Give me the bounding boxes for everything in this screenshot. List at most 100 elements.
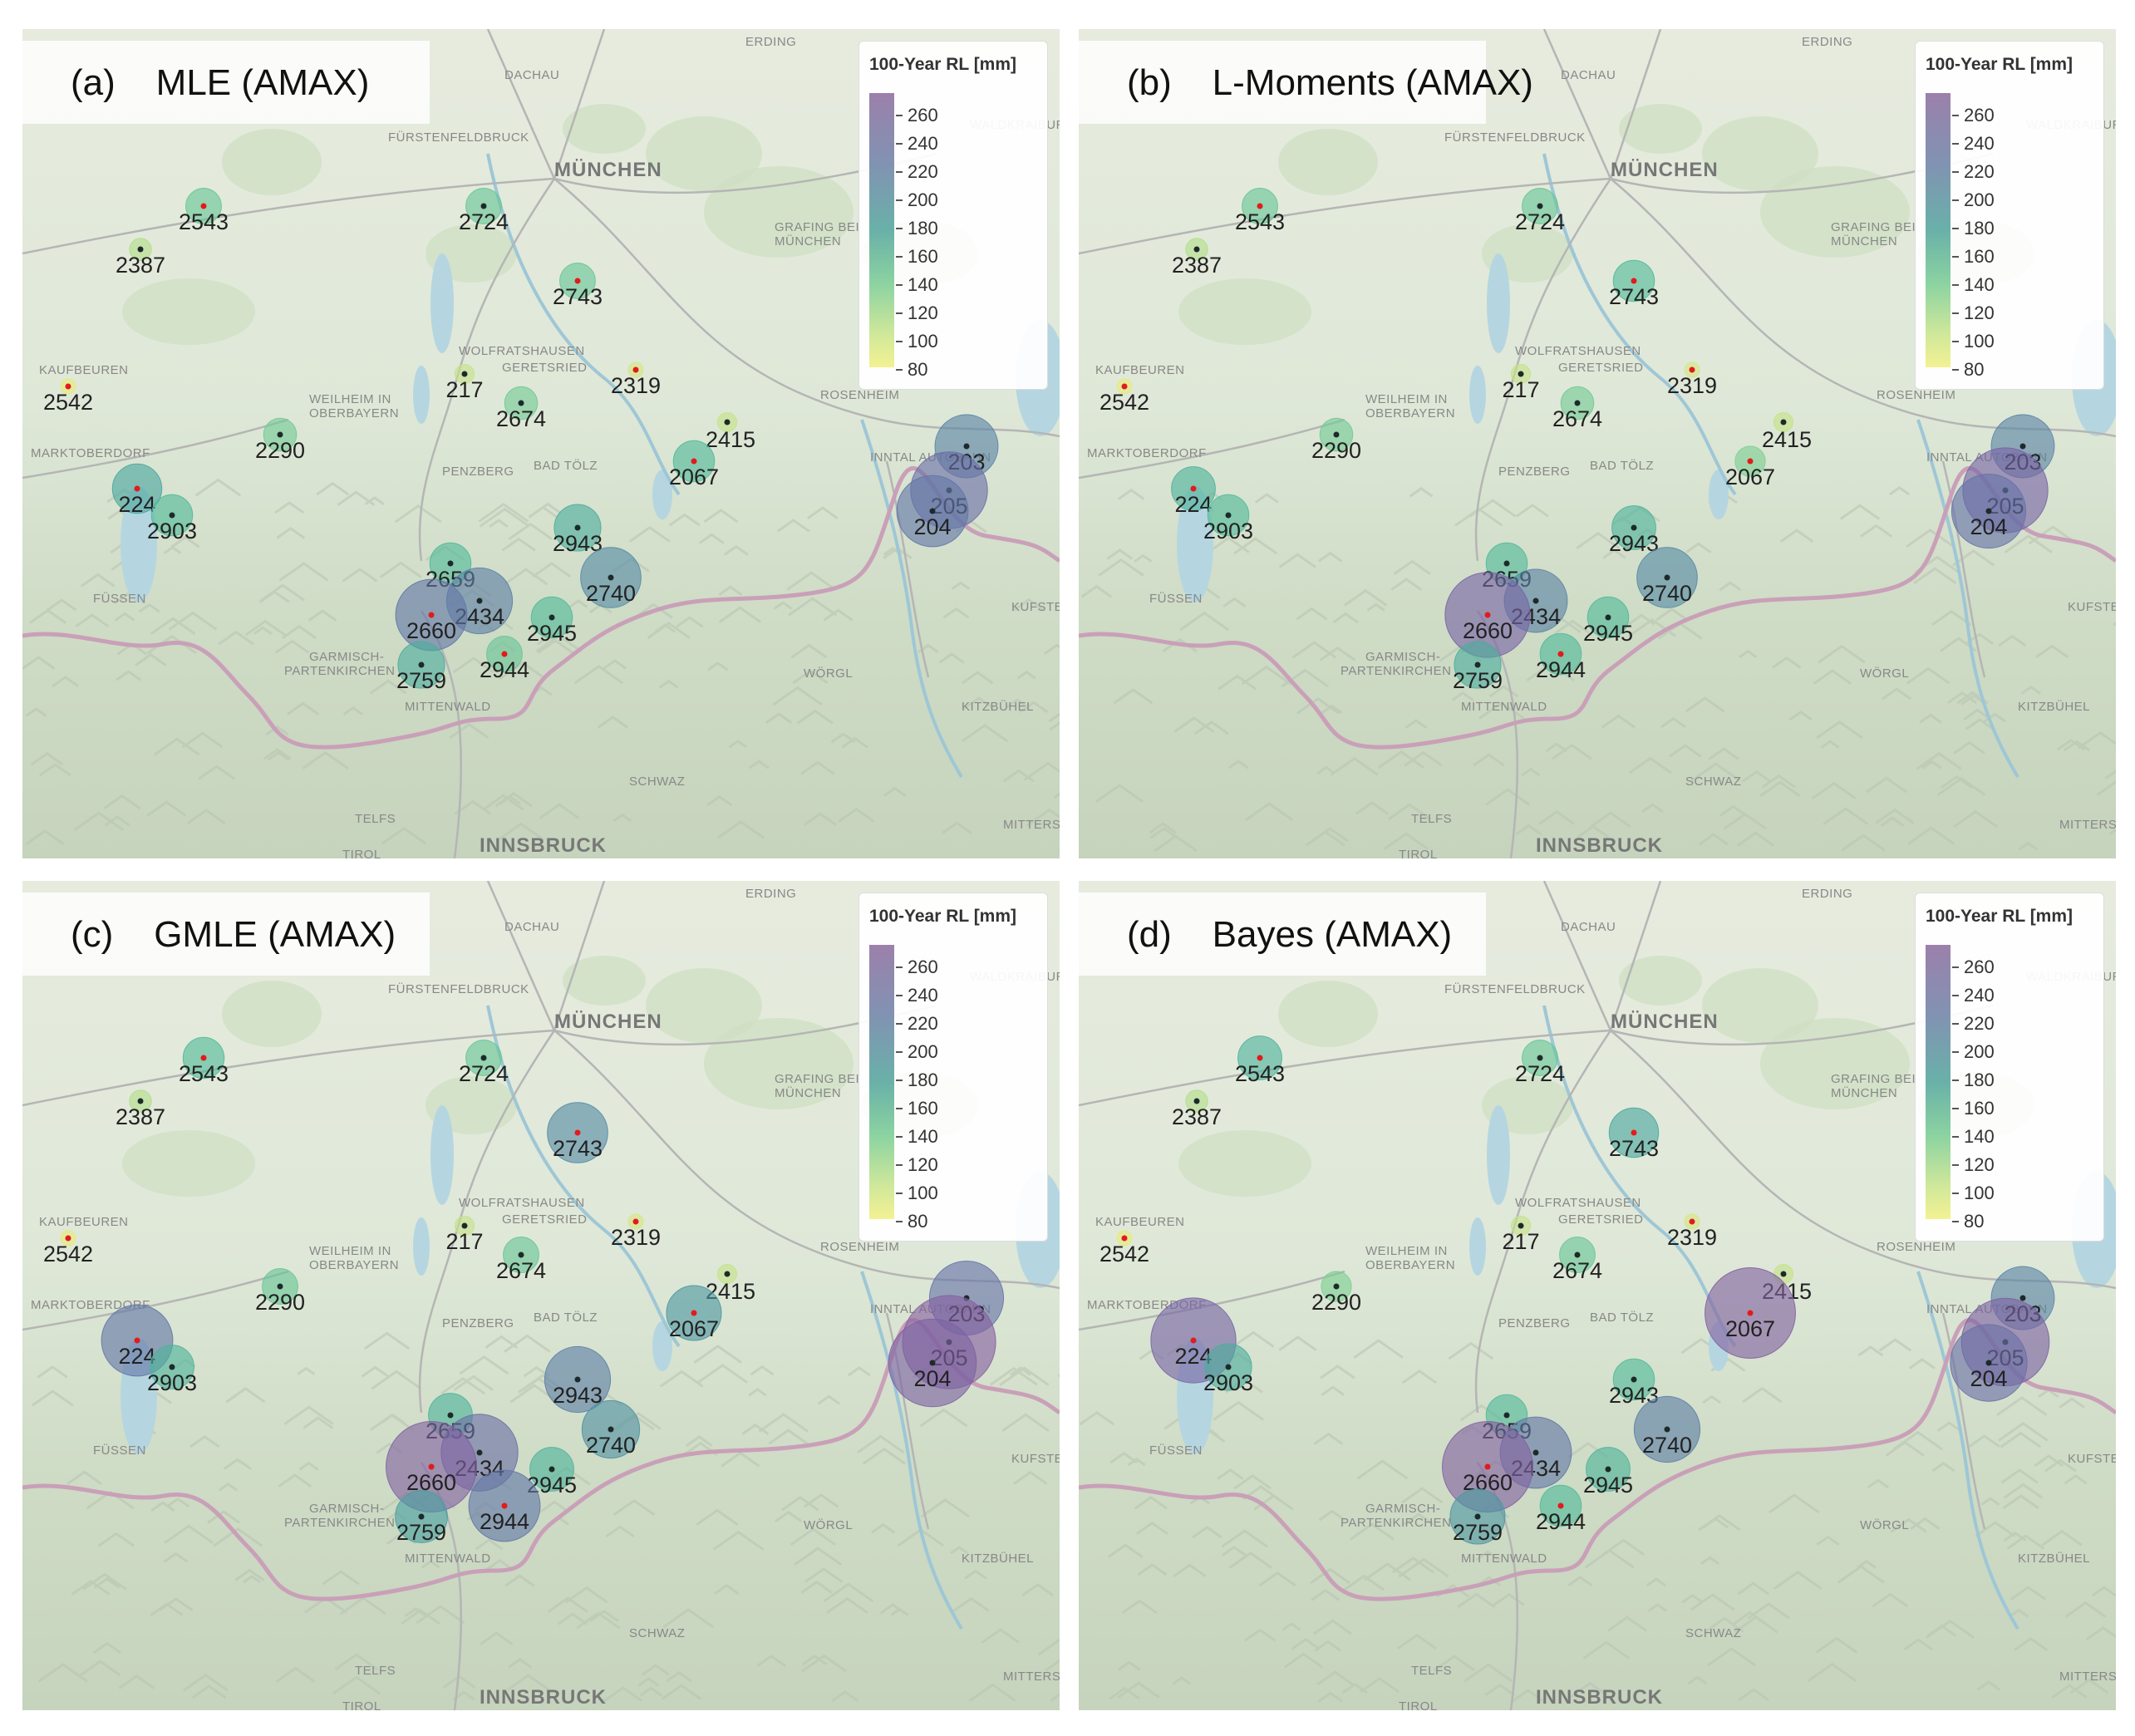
map-panel-a[interactable]: ERDING DACHAU FÜRSTENFELDBRUCK MÜNCHEN GRAFI… (22, 29, 1060, 858)
station-marker-2943[interactable]: 2943 (553, 504, 603, 556)
station-marker-2759[interactable]: 2759 (1453, 641, 1503, 693)
station-marker-2944[interactable]: 2944 (1536, 632, 1586, 682)
station-marker-2740[interactable]: 2740 (1633, 1395, 1701, 1463)
station-marker-2067[interactable]: 2067 (1725, 445, 1775, 489)
station-marker-2543[interactable]: 2543 (1235, 188, 1285, 234)
station-marker-2945[interactable]: 2945 (1583, 596, 1633, 646)
station-marker-2743[interactable]: 2743 (553, 263, 603, 309)
station-marker-2290[interactable]: 2290 (1311, 1271, 1361, 1315)
station-marker-2542[interactable]: 2542 (1099, 378, 1149, 415)
station-marker-2542[interactable]: 2542 (43, 1230, 93, 1266)
station-marker-2387[interactable]: 2387 (116, 1089, 165, 1129)
station-marker-2067[interactable]: 2067 (666, 1285, 722, 1341)
station-dot (574, 1376, 581, 1383)
station-marker-2543[interactable]: 2543 (179, 188, 229, 234)
station-marker-2290[interactable]: 2290 (1311, 417, 1361, 463)
place-label: OBERBAYERN (309, 406, 399, 420)
station-marker-2943[interactable]: 2943 (1609, 1358, 1659, 1408)
station-marker-2724[interactable]: 2724 (1515, 1040, 1565, 1086)
station-marker-2903[interactable]: 2903 (147, 494, 197, 543)
station-marker-2067[interactable]: 2067 (1705, 1267, 1796, 1359)
map-panel-d[interactable]: ERDING DACHAU FÜRSTENFELDBRUCK MÜNCHEN GRAFI… (1079, 881, 2116, 1710)
station-marker-204[interactable]: 204 (1951, 473, 2027, 549)
station-marker-204[interactable]: 204 (896, 475, 969, 548)
map-svg[interactable]: ERDINGDACHAUFÜRSTENFELDBRUCKMÜNCHENGRAFI… (1079, 881, 2116, 1710)
station-marker-2945[interactable]: 2945 (527, 1447, 577, 1497)
station-marker-2542[interactable]: 2542 (1099, 1230, 1149, 1266)
station-marker-2944[interactable]: 2944 (480, 636, 529, 682)
panel-title: (c) GMLE (AMAX) (71, 914, 396, 955)
station-marker-2542[interactable]: 2542 (43, 378, 93, 415)
station-marker-2945[interactable]: 2945 (527, 596, 577, 646)
station-marker-2743[interactable]: 2743 (547, 1102, 608, 1163)
station-marker-2724[interactable]: 2724 (1515, 188, 1565, 234)
forest-area (646, 116, 762, 191)
station-marker-217[interactable]: 217 (1502, 1215, 1540, 1254)
forest-area (222, 129, 322, 195)
station-marker-2903[interactable]: 2903 (1203, 1343, 1253, 1395)
station-marker-2943[interactable]: 2943 (544, 1345, 612, 1414)
station-marker-2319[interactable]: 2319 (1667, 1213, 1717, 1250)
station-marker-224[interactable]: 224 (1171, 466, 1216, 517)
station-marker-217[interactable]: 217 (1502, 363, 1540, 402)
station-marker-2660[interactable]: 2660 (395, 578, 468, 652)
map-panel-c[interactable]: ERDING DACHAU FÜRSTENFELDBRUCK MÜNCHEN GRAFI… (22, 881, 1060, 1710)
station-marker-2943[interactable]: 2943 (1609, 505, 1659, 556)
station-marker-2740[interactable]: 2740 (580, 547, 642, 608)
station-marker-2759[interactable]: 2759 (396, 641, 446, 693)
station-marker-2674[interactable]: 2674 (1552, 1237, 1602, 1283)
station-marker-2724[interactable]: 2724 (459, 1040, 509, 1086)
station-marker-217[interactable]: 217 (445, 363, 484, 402)
station-marker-2759[interactable]: 2759 (1449, 1488, 1506, 1545)
panel-title: (d) Bayes (AMAX) (1127, 914, 1453, 955)
station-marker-2067[interactable]: 2067 (669, 440, 719, 489)
station-marker-2319[interactable]: 2319 (611, 361, 661, 398)
station-marker-2674[interactable]: 2674 (1552, 386, 1602, 431)
station-marker-2743[interactable]: 2743 (1608, 1107, 1660, 1161)
place-label: SCHWAZ (1685, 775, 1741, 789)
station-marker-224[interactable]: 224 (111, 463, 163, 517)
station-marker-2945[interactable]: 2945 (1583, 1447, 1633, 1497)
station-marker-2740[interactable]: 2740 (1636, 547, 1698, 608)
station-label: 2290 (1311, 1290, 1361, 1315)
station-marker-2740[interactable]: 2740 (581, 1399, 641, 1459)
station-marker-2944[interactable]: 2944 (468, 1469, 541, 1542)
station-marker-2290[interactable]: 2290 (255, 417, 305, 463)
colorbar-legend: 100-Year RL [mm] 260 240 220 200 180 160 140 120… (858, 893, 1048, 1242)
station-marker-217[interactable]: 217 (445, 1215, 484, 1254)
map-panel-b[interactable]: ERDING DACHAU FÜRSTENFELDBRUCK MÜNCHEN GRAFI… (1079, 29, 2116, 858)
station-layer[interactable]: 2543272423872743254221723192674229024152… (1099, 1035, 2055, 1545)
station-marker-2415[interactable]: 2415 (706, 411, 755, 452)
station-marker-2543[interactable]: 2543 (1235, 1035, 1285, 1086)
station-dot (608, 1426, 614, 1433)
station-marker-2387[interactable]: 2387 (1172, 1089, 1222, 1129)
station-marker-204[interactable]: 204 (888, 1318, 977, 1408)
place-label: KITZBÜHEL (962, 1551, 1034, 1566)
station-marker-2903[interactable]: 2903 (147, 1345, 197, 1395)
station-marker-2387[interactable]: 2387 (1172, 238, 1222, 278)
station-marker-2387[interactable]: 2387 (116, 238, 165, 278)
station-label: 2067 (1725, 465, 1775, 489)
station-marker-2660[interactable]: 2660 (386, 1421, 477, 1512)
station-marker-2543[interactable]: 2543 (179, 1036, 229, 1086)
station-marker-2290[interactable]: 2290 (255, 1268, 305, 1315)
station-marker-2319[interactable]: 2319 (1667, 361, 1717, 398)
station-marker-2724[interactable]: 2724 (459, 188, 509, 234)
station-marker-204[interactable]: 204 (1950, 1324, 2028, 1402)
station-marker-2415[interactable]: 2415 (1762, 411, 1812, 452)
station-label: 2944 (480, 1509, 529, 1534)
station-marker-2674[interactable]: 2674 (496, 1237, 546, 1283)
colorbar-legend: 100-Year RL [mm] 260 240 220 200 180 160 140 120… (1915, 41, 2104, 390)
station-layer[interactable]: 2543 2724 2387 2743 2542 217 2319 2674 2290 2415 2… (1099, 188, 2055, 693)
lake (1469, 366, 1486, 424)
station-marker-2319[interactable]: 2319 (611, 1213, 661, 1250)
map-svg[interactable]: ERDINGDACHAUFÜRSTENFELDBRUCKMÜNCHENGRAFI… (1079, 29, 2116, 858)
station-marker-2903[interactable]: 2903 (1203, 494, 1253, 543)
station-label: 2674 (496, 406, 546, 431)
station-marker-2759[interactable]: 2759 (395, 1490, 448, 1545)
station-marker-2674[interactable]: 2674 (496, 386, 546, 431)
station-marker-2743[interactable]: 2743 (1609, 259, 1659, 309)
station-marker-2944[interactable]: 2944 (1536, 1484, 1586, 1534)
